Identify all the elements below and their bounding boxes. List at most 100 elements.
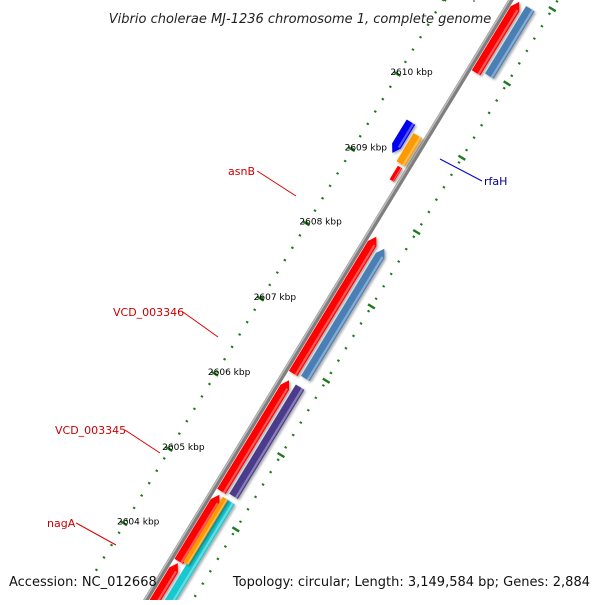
scale-dot <box>359 322 363 325</box>
scale-dot <box>208 569 212 573</box>
orf-blue-arrow-rfaH <box>392 119 416 153</box>
scale-dot <box>328 184 332 188</box>
scale-dot <box>201 582 205 586</box>
scale-dot <box>177 432 181 436</box>
accession-label: Accession: NC_012668 <box>9 575 157 590</box>
scale-dot <box>162 456 166 460</box>
scale-dot <box>291 433 295 437</box>
scale-dot <box>170 444 174 448</box>
cds-red-arrow-2 <box>174 494 220 564</box>
major-tick-left <box>276 451 286 459</box>
cds-red-small-rfaH <box>389 165 403 182</box>
scale-dot <box>427 210 431 214</box>
scale-dot <box>314 396 318 400</box>
scale-dot <box>306 408 310 412</box>
map-title: Vibrio cholerae MJ-1236 chromosome 1, co… <box>109 12 491 27</box>
leader-line <box>439 158 483 182</box>
scale-dot <box>223 357 227 361</box>
major-tick-left <box>367 303 376 310</box>
scale-dot <box>525 49 529 53</box>
label-layer: nagA VCD_003345 VCD_003346 asnB rfaH <box>47 158 507 546</box>
scale-dot <box>426 23 430 27</box>
scale-dot <box>321 383 325 387</box>
orf-orange-block <box>183 496 228 565</box>
orf-cyan-block <box>161 499 235 605</box>
scale-dot <box>367 309 371 313</box>
scale-dot <box>253 308 257 312</box>
scale-dot <box>532 37 536 41</box>
scale-dot <box>472 136 476 140</box>
scale-dot <box>374 297 378 301</box>
scale-dot <box>457 160 461 164</box>
scale-dot <box>495 99 499 102</box>
leader-line <box>182 311 219 338</box>
scale-dot <box>276 458 280 462</box>
scale-dot <box>283 258 287 262</box>
scale-dot <box>230 345 234 349</box>
scale-dot <box>102 555 106 559</box>
major-tick-left <box>231 526 240 533</box>
orf-steel-arrow-asnB <box>301 248 385 382</box>
scale-dot <box>366 122 370 126</box>
scale-dot <box>381 97 385 101</box>
tick-label: 2605 kbp <box>162 443 205 453</box>
tick-layer: 2604 kbp 2605 kbp 2606 kbp 2607 kbp 2608 kbp… <box>94 0 559 605</box>
scale-dot <box>411 48 415 52</box>
major-tick <box>210 370 219 377</box>
scale-dot <box>412 235 416 239</box>
scale-dot <box>418 35 423 39</box>
gene-label: asnB <box>228 165 255 178</box>
scale-dot <box>388 85 392 89</box>
scale-dot <box>540 24 544 28</box>
scale-dot <box>434 198 438 202</box>
major-tick <box>164 445 173 452</box>
major-tick <box>302 220 311 227</box>
scale-dot <box>245 320 249 324</box>
major-tick-left <box>548 5 557 13</box>
scale-dot <box>419 222 423 226</box>
scale-dot <box>555 0 559 3</box>
scale-dot <box>109 543 114 547</box>
scale-dot <box>269 470 273 474</box>
orf-orange-block-rfaH <box>396 133 423 167</box>
major-tick <box>256 295 265 302</box>
scale-dot <box>193 594 197 598</box>
gene-label: VCD_003345 <box>55 424 126 437</box>
scale-dot <box>358 134 362 138</box>
scale-dot <box>261 483 265 487</box>
scale-dot <box>382 284 386 288</box>
cds-red-arrow-4 <box>288 236 377 377</box>
genome-summary: Topology: circular; Length: 3,149,584 bp… <box>232 575 590 590</box>
scale-dot <box>397 260 401 264</box>
leader-line <box>256 170 297 197</box>
scale-dot <box>192 407 196 411</box>
scale-dot <box>502 86 506 90</box>
scale-dot <box>343 159 347 163</box>
scale-dot <box>275 271 279 275</box>
scale-dot <box>238 333 242 336</box>
scale-dot <box>94 568 98 572</box>
scale-dot <box>140 494 144 498</box>
scale-dot <box>480 123 484 127</box>
tick-label: 2606 kbp <box>208 368 251 378</box>
scale-dot <box>298 233 302 237</box>
scale-dot <box>404 247 408 251</box>
scale-dot <box>185 419 189 423</box>
scale-dot <box>246 507 250 511</box>
cds-red-arrow-5 <box>471 1 520 76</box>
scale-dot <box>344 346 348 350</box>
scale-dot <box>329 371 333 375</box>
tick-label: 2604 kbp <box>117 518 160 528</box>
scale-dot <box>313 209 317 213</box>
scale-dot <box>132 506 136 510</box>
scale-dot <box>320 196 325 200</box>
scale-dot <box>434 10 438 14</box>
scale-dot <box>216 557 220 561</box>
scale-dot <box>125 518 129 522</box>
scale-dot <box>403 60 407 64</box>
major-tick <box>119 520 128 527</box>
tick-label: 2610 kbp <box>390 68 433 78</box>
tick-label: 2608 kbp <box>299 218 342 228</box>
scale-dot <box>231 532 235 536</box>
